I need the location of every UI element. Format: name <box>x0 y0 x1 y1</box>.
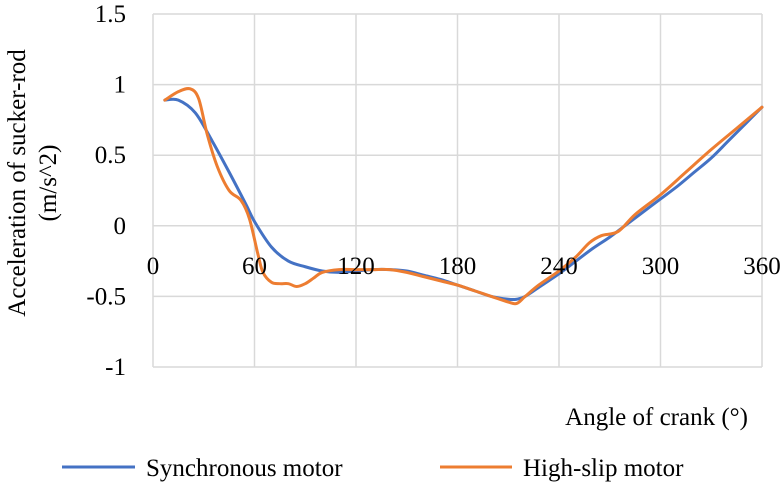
x-axis-title: Angle of crank (°) <box>565 404 748 431</box>
series-line-high-slip-motor <box>163 87 764 306</box>
x-tick-label: 360 <box>743 253 781 280</box>
y-tick-label: -1 <box>105 354 126 381</box>
y-tick-label: 1.5 <box>95 1 126 28</box>
legend-label-high-slip: High-slip motor <box>523 455 684 482</box>
x-tick-label: 120 <box>337 253 375 280</box>
y-axis-title-line-1: Acceleration of sucker-rod <box>4 49 31 317</box>
legend-label-synchronous: Synchronous motor <box>146 455 343 482</box>
series-lines <box>163 87 764 306</box>
x-tick-label: 300 <box>642 253 680 280</box>
y-axis-title-line-2: (m/s^2) <box>35 144 62 221</box>
x-tick-label: 60 <box>242 253 267 280</box>
y-tick-label: -0.5 <box>86 283 126 310</box>
y-tick-label: 0 <box>114 213 127 240</box>
x-tick-label: 240 <box>540 253 578 280</box>
legend: Synchronous motor High-slip motor <box>62 455 684 482</box>
grid-lines <box>152 13 763 368</box>
y-tick-label: 0.5 <box>95 142 126 169</box>
x-tick-label: 0 <box>147 253 160 280</box>
y-tick-label: 1 <box>114 72 127 99</box>
x-tick-labels: 0 60 120 180 240 300 360 <box>147 253 781 280</box>
x-tick-label: 180 <box>439 253 477 280</box>
y-tick-labels: -1 -0.5 0 0.5 1 1.5 <box>86 1 126 381</box>
